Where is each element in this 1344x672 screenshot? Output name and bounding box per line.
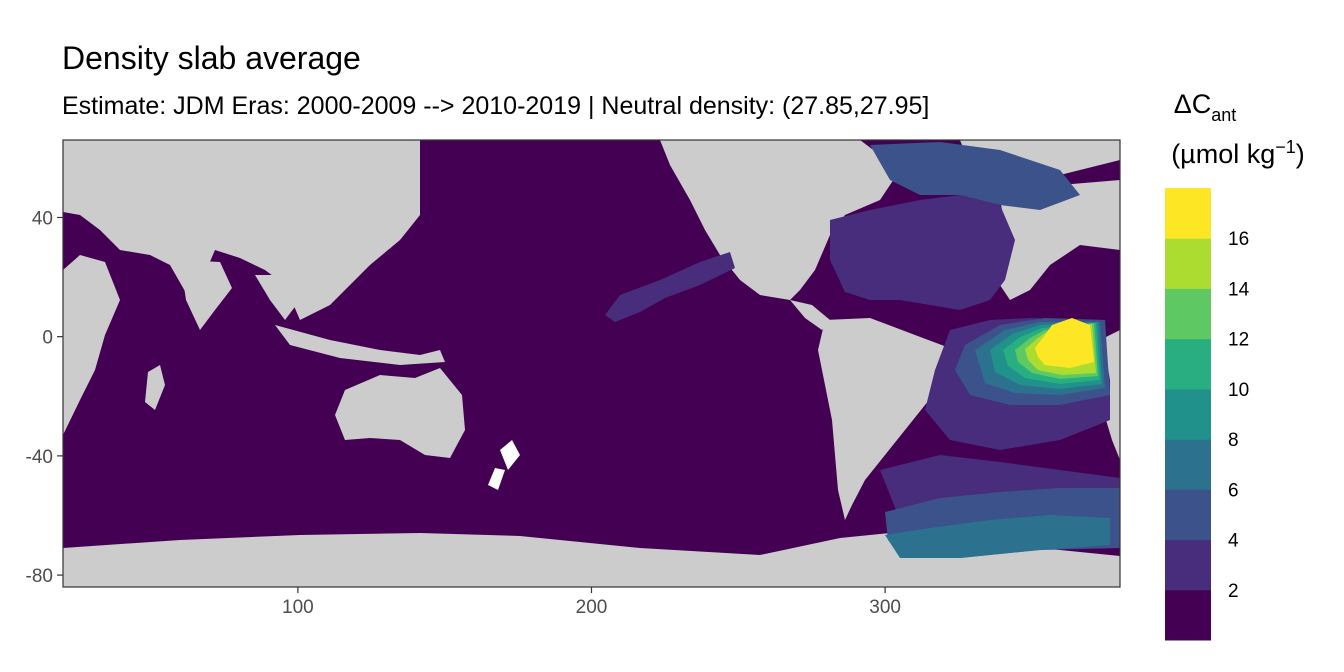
land-central-america xyxy=(790,300,830,330)
legend-bin xyxy=(1165,338,1211,390)
legend-label: 12 xyxy=(1228,330,1249,351)
plot-subtitle: Estimate: JDM Eras: 2000-2009 --> 2010-2… xyxy=(62,92,930,120)
legend-title-line1: ΔCant xyxy=(1174,89,1237,125)
y-tick-label: 0 xyxy=(42,328,53,349)
legend-bin xyxy=(1165,439,1211,490)
land-africa-west xyxy=(63,255,120,435)
legend-label: 10 xyxy=(1228,380,1249,401)
legend-label: 4 xyxy=(1228,531,1239,552)
y-tick-label: 40 xyxy=(32,208,53,229)
x-tick-label: 100 xyxy=(282,597,314,618)
legend-bin xyxy=(1165,288,1211,340)
land-europe-africa-east xyxy=(1000,180,1120,300)
plot-title: Density slab average xyxy=(62,40,361,76)
colorbar-legend: ΔCant (µmol kg−1) 2 4 6 8 10 12 14 16 xyxy=(1165,89,1305,641)
x-tick-label: 300 xyxy=(869,597,901,618)
x-tick-label: 200 xyxy=(576,597,608,618)
y-axis: 40 0 -40 -80 xyxy=(26,208,63,587)
legend-bin xyxy=(1165,188,1211,239)
x-axis: 100 200 300 xyxy=(282,587,901,618)
legend-label: 14 xyxy=(1228,279,1250,300)
legend-bin xyxy=(1165,388,1211,440)
land-madagascar xyxy=(145,365,165,410)
legend-title-line2: (µmol kg−1) xyxy=(1171,137,1305,169)
land-eurasia xyxy=(63,140,420,320)
land-newzealand xyxy=(488,440,520,490)
map-panel xyxy=(63,140,1120,587)
y-tick-label: -40 xyxy=(26,447,53,468)
legend-label: 6 xyxy=(1228,480,1239,501)
legend-labels: 2 4 6 8 10 12 14 16 xyxy=(1228,229,1250,602)
field-natl-level2 xyxy=(830,195,1015,310)
land-indonesia xyxy=(275,325,445,365)
field-southern-level4 xyxy=(885,515,1110,558)
legend-bin xyxy=(1165,539,1211,591)
legend-bin xyxy=(1165,489,1211,541)
field-pacific-tongue xyxy=(605,252,735,322)
y-tick-label: -80 xyxy=(26,566,53,587)
field-natl-level3 xyxy=(870,142,1080,210)
legend-bin xyxy=(1165,238,1211,289)
land-seasia xyxy=(255,275,300,320)
legend-label: 8 xyxy=(1228,430,1239,451)
land-india xyxy=(180,260,232,330)
field-satl-level9 xyxy=(1035,318,1094,368)
legend-color-bins xyxy=(1165,188,1211,641)
legend-label: 2 xyxy=(1228,581,1239,602)
land-north-america xyxy=(660,140,900,300)
legend-label: 16 xyxy=(1228,229,1249,250)
land-australia xyxy=(335,368,465,458)
legend-bin xyxy=(1165,589,1211,641)
land-south-america xyxy=(818,318,955,520)
land-antarctica xyxy=(63,532,1120,587)
